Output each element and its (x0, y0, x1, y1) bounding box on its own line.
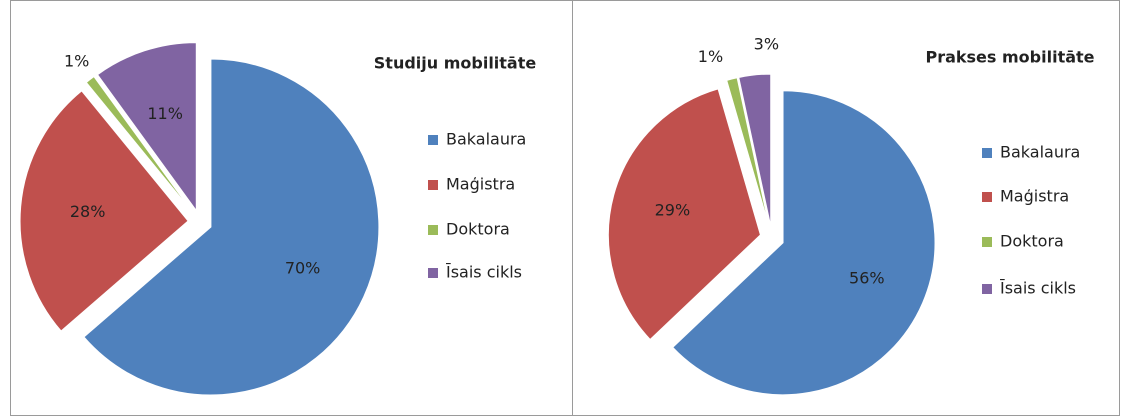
data-label: 29% (655, 200, 691, 219)
pie-slice (83, 58, 380, 396)
data-label: 56% (849, 268, 885, 287)
legend-label: Doktora (446, 220, 510, 239)
data-label: 28% (70, 202, 106, 221)
legend-label: Īsais cikls (1000, 279, 1076, 298)
pie-slice (96, 42, 197, 213)
pie-slice (85, 75, 194, 213)
pie-slice (672, 90, 936, 396)
legend-swatch (428, 180, 438, 190)
legend-swatch (982, 237, 992, 247)
pie-slice (726, 77, 770, 227)
legend-label: Maģistra (446, 175, 515, 194)
legend-label: Maģistra (1000, 187, 1069, 206)
legend-label: Īsais cikls (446, 263, 522, 282)
legend-swatch (982, 192, 992, 202)
legend-swatch (428, 135, 438, 145)
pie-slice (19, 90, 189, 332)
chart-title: Studiju mobilitāte (374, 54, 537, 73)
chart-title: Prakses mobilitāte (925, 48, 1094, 67)
legend-swatch (428, 225, 438, 235)
legend-swatch (982, 148, 992, 158)
legend-label: Bakalaura (1000, 143, 1080, 162)
legend-label: Bakalaura (446, 130, 526, 149)
data-label: 1% (64, 52, 89, 71)
data-label: 70% (285, 258, 321, 277)
legend-swatch (428, 268, 438, 278)
legend-swatch (982, 284, 992, 294)
data-label: 3% (754, 35, 779, 54)
pie-slice (607, 88, 761, 341)
data-label: 11% (147, 104, 183, 123)
legend-label: Doktora (1000, 232, 1064, 251)
data-label: 1% (698, 47, 723, 66)
pie-slice (738, 73, 772, 227)
